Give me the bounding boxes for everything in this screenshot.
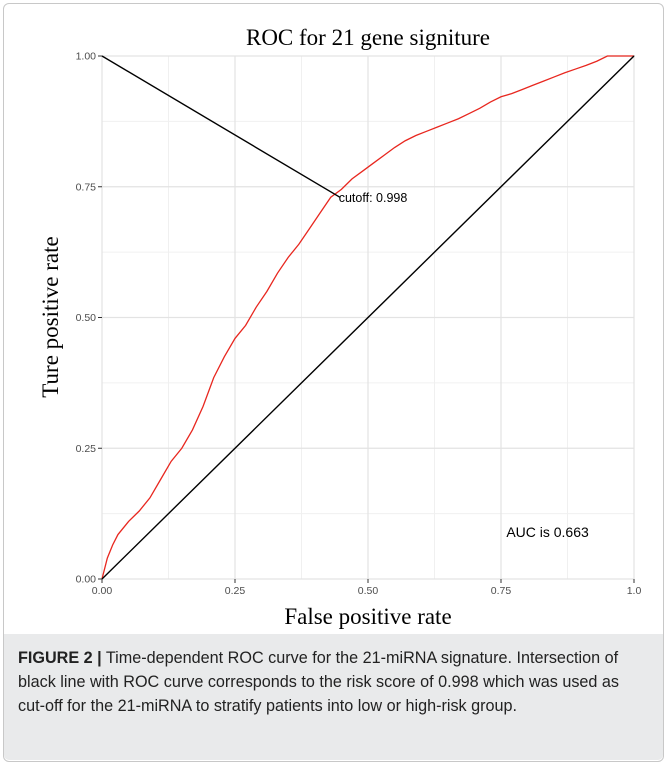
figure-frame [3, 3, 664, 762]
x-tick-label: 1.0 [627, 585, 642, 597]
roc-chart: 0.00 0.25 0.50 0.75 1.0 0.00 0.25 0.50 0.75 1.00… [38, 25, 642, 629]
grid-major [101, 55, 635, 580]
y-tick-label: 0.75 [76, 181, 97, 193]
caption-lead: FIGURE 2 | [18, 649, 102, 667]
x-tick-label: 0.75 [491, 585, 512, 597]
series-layer [101, 55, 635, 580]
x-tick-label: 0.25 [225, 585, 246, 597]
annotation-0: cutoff: 0.998 [339, 191, 408, 205]
x-tick-label: 0.00 [92, 585, 113, 597]
series-line-1 [101, 55, 635, 580]
y-axis-label: Ture positive rate [38, 236, 63, 397]
x-axis-label: False positive rate [284, 604, 451, 629]
y-tick-label: 0.50 [76, 312, 97, 324]
annotation-layer: cutoff: 0.998 AUC is 0.663 [339, 191, 589, 540]
caption-text: Time-dependent ROC curve for the 21-miRN… [18, 649, 620, 715]
series-line-0 [101, 55, 634, 580]
figure-caption: FIGURE 2 | Time-dependent ROC curve for … [18, 646, 649, 718]
y-tick-label: 0.25 [76, 443, 97, 455]
x-tick-label: 0.50 [358, 585, 379, 597]
annotation-1: AUC is 0.663 [506, 524, 589, 540]
chart-title: ROC for 21 gene signiture [246, 25, 490, 50]
series-line-2 [101, 55, 341, 198]
y-tick-label: 0.00 [76, 574, 97, 586]
caption-box: FIGURE 2 | Time-dependent ROC curve for … [4, 634, 663, 760]
x-ticks: 0.00 0.25 0.50 0.75 1.0 [92, 579, 642, 597]
y-ticks: 0.00 0.25 0.50 0.75 1.00 [76, 51, 102, 586]
y-tick-label: 1.00 [76, 51, 97, 63]
